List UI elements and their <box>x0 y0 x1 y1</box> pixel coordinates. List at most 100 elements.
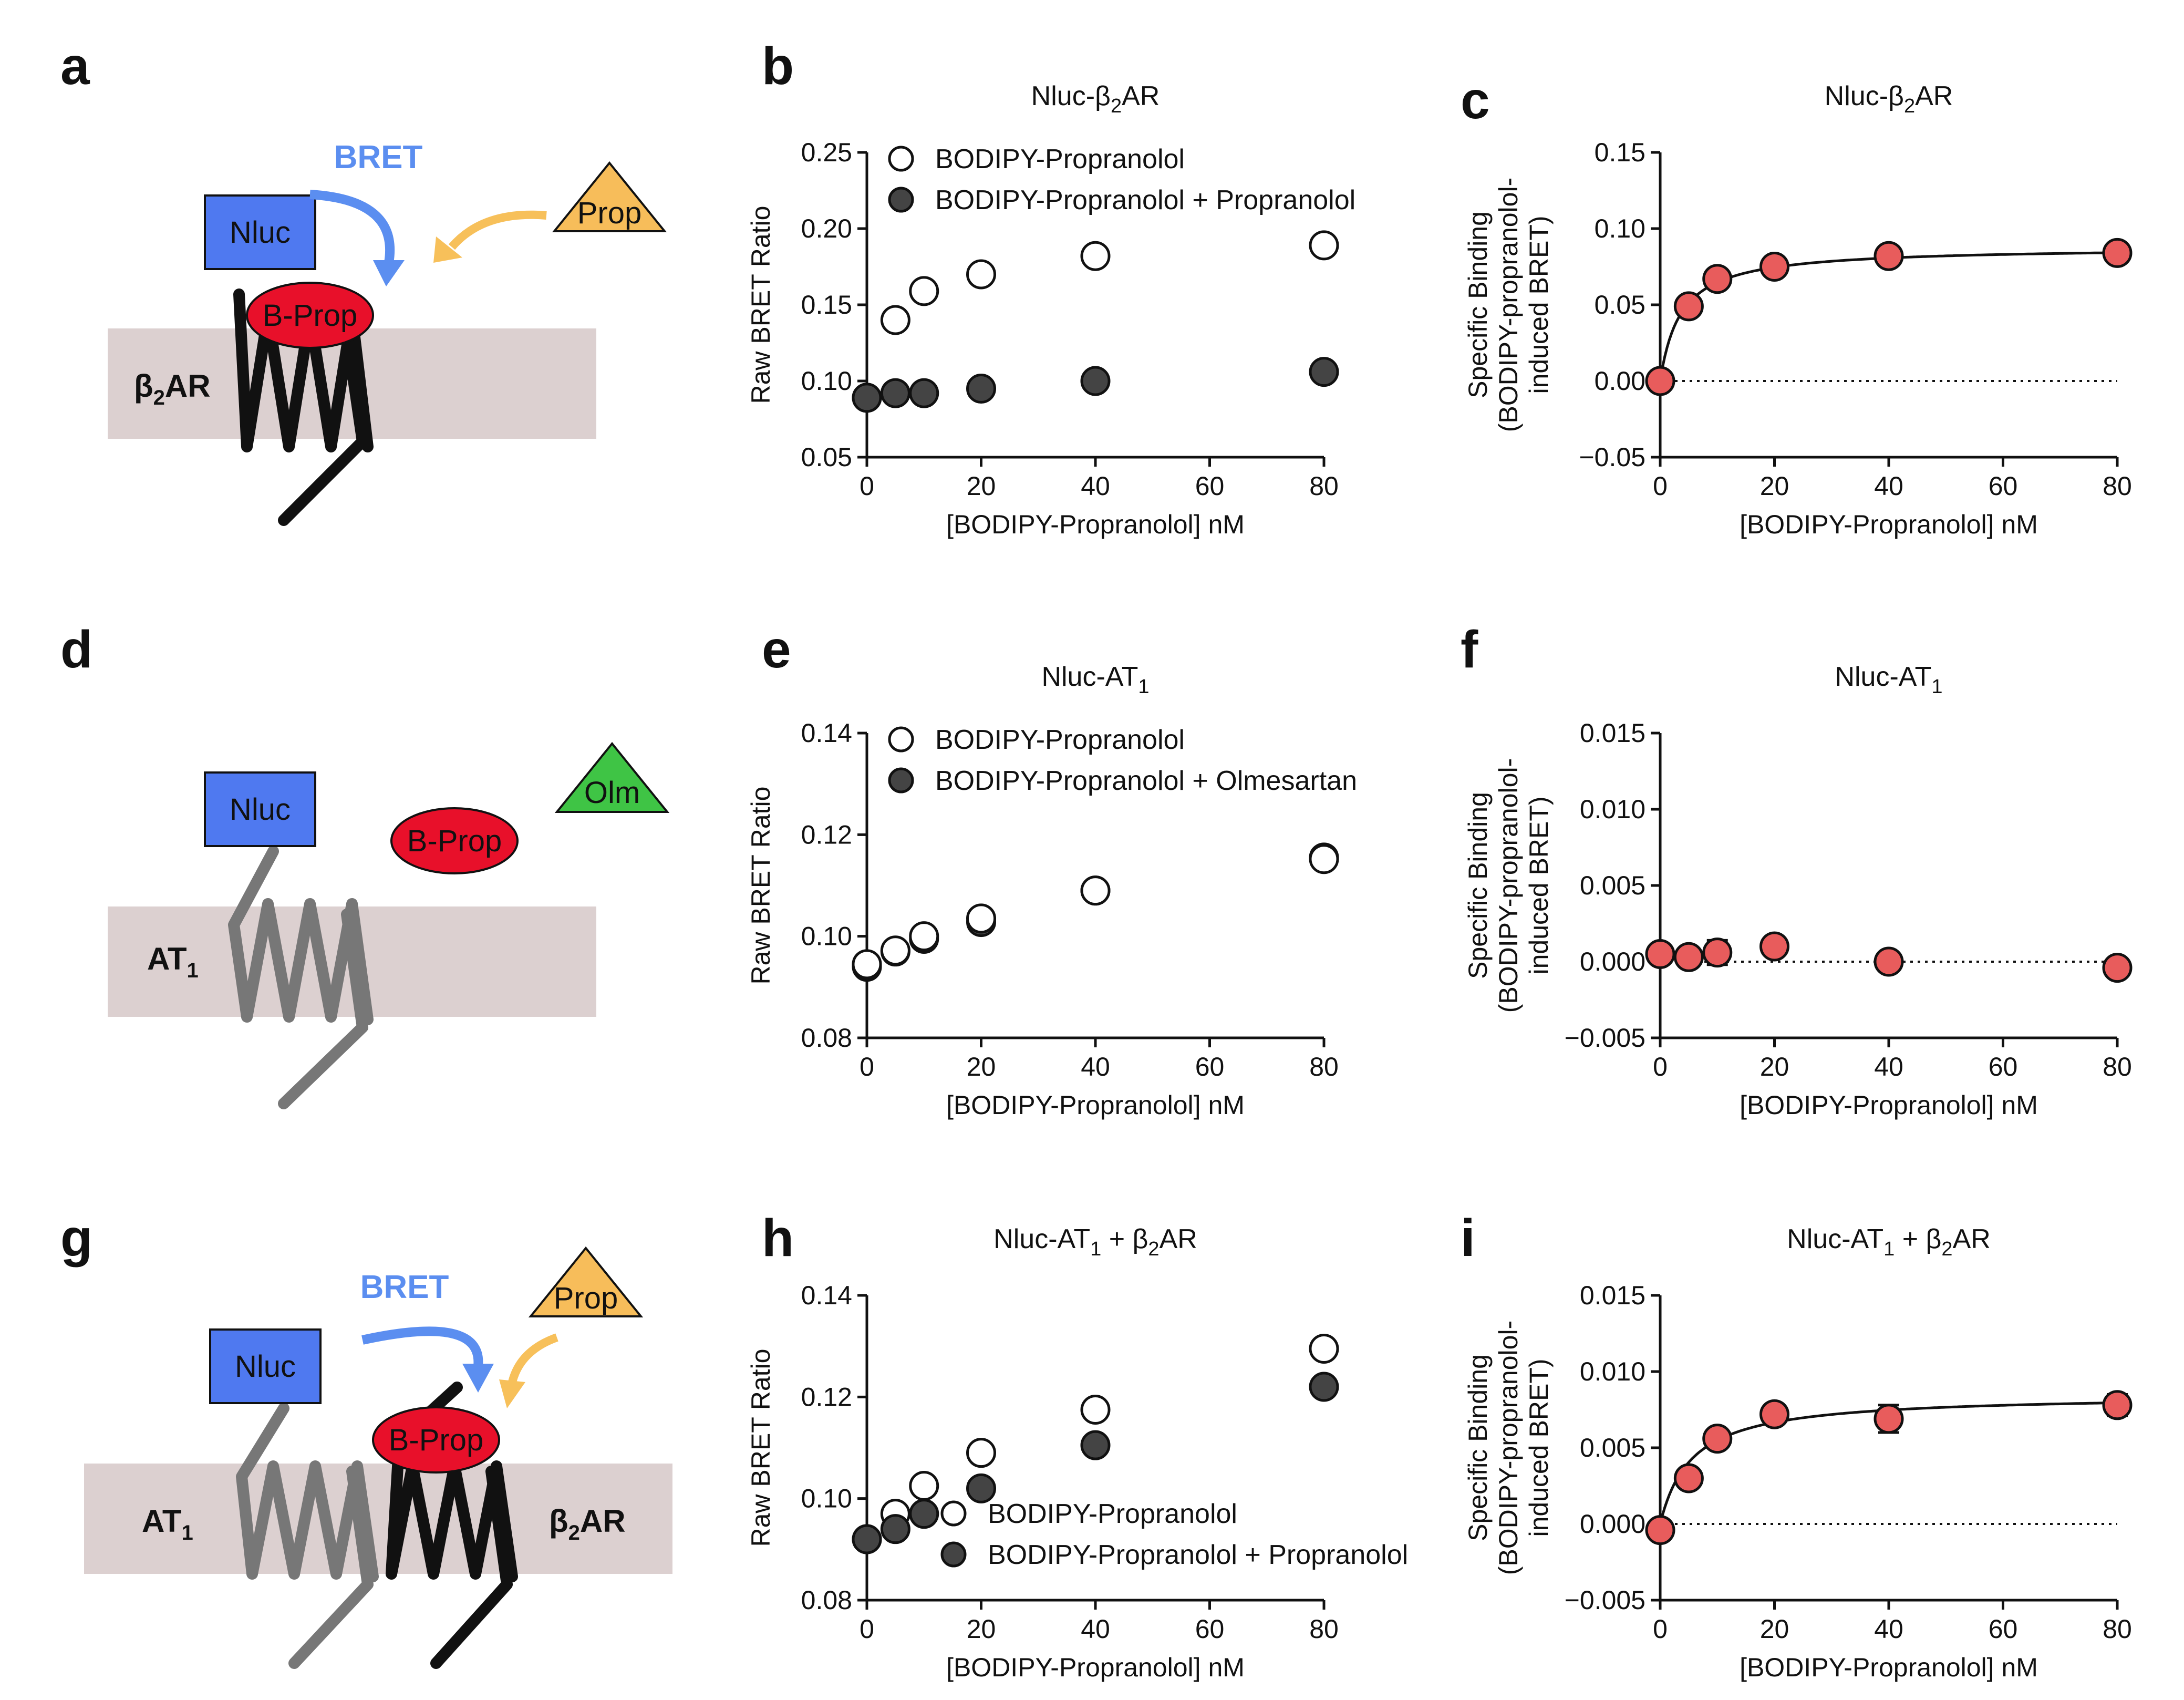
legend-marker <box>888 767 914 794</box>
y-axis-label-line: Specific Binding <box>1463 792 1493 979</box>
data-point <box>1309 357 1339 387</box>
ligand-ellipse <box>390 807 519 874</box>
data-point <box>852 1524 882 1554</box>
prop-arrowhead <box>433 236 462 263</box>
chart-c: Nluc-β2AR 0 20 40 60 80 −0.05 0.00 0.05 0.10 0.15 [… <box>1463 81 2133 539</box>
diagram-g: Nluc B-Prop Prop BRET AT1 β2AR <box>84 1246 672 1669</box>
legend-marker <box>888 726 914 753</box>
x-axis-label: [BODIPY-Propranolol] nM <box>946 1090 1245 1120</box>
y-tick-label: 0.015 <box>1580 718 1645 748</box>
legend-label: BODIPY-Propranolol <box>935 725 1185 755</box>
y-tick-label: 0.25 <box>801 138 852 167</box>
receptor-label: β2AR <box>134 368 211 409</box>
data-point <box>1874 1404 1904 1434</box>
y-axis-label-line: Specific Binding <box>1463 211 1493 398</box>
membrane <box>84 1464 672 1574</box>
data-point <box>1309 230 1339 261</box>
x-tick-label: 20 <box>967 1052 996 1081</box>
y-tick-label: 0.015 <box>1580 1281 1645 1310</box>
data-point <box>1702 1424 1733 1454</box>
y-axis-label-line: (BODIPY-propranolol- <box>1494 1321 1523 1575</box>
data-point <box>1080 1395 1111 1425</box>
data-point <box>1673 291 1704 322</box>
y-tick-label: 0.05 <box>801 442 852 472</box>
data-point <box>880 305 910 335</box>
receptor-helices <box>228 846 374 1109</box>
data-point <box>880 1514 910 1544</box>
x-tick-label: 20 <box>1760 1614 1789 1644</box>
x-tick-label: 60 <box>1989 471 2018 501</box>
data-point <box>1309 1334 1339 1364</box>
receptor2-helices <box>386 1382 518 1669</box>
nluc-box <box>209 1328 322 1404</box>
x-tick-label: 60 <box>1989 1614 2018 1644</box>
chart-title: Nluc-β2AR <box>1031 81 1160 117</box>
legend-marker <box>888 187 914 213</box>
y-tick-label: −0.005 <box>1565 1023 1645 1053</box>
y-tick-label: 0.005 <box>1580 1433 1645 1462</box>
x-tick-label: 60 <box>1195 1052 1225 1081</box>
chart-title-part: 2 <box>1148 1238 1159 1260</box>
chart-title-part: Nluc-β <box>1031 81 1111 111</box>
x-tick-label: 20 <box>967 1614 996 1644</box>
y-tick-label: 0.14 <box>801 1281 852 1310</box>
x-tick-label: 40 <box>1874 471 1903 501</box>
data-point <box>1309 844 1339 874</box>
prop-arrowhead <box>499 1379 525 1408</box>
prop-arrow <box>448 210 547 250</box>
receptor2-label: β2AR <box>549 1503 626 1544</box>
data-point <box>1645 1515 1675 1546</box>
ligand-ellipse <box>372 1406 500 1474</box>
chart-title-part: Nluc-AT <box>1041 662 1138 692</box>
x-tick-label: 80 <box>2103 471 2132 501</box>
y-tick-label: 0.000 <box>1580 1509 1645 1539</box>
prop-arrow <box>508 1333 558 1384</box>
chart-e: Nluc-AT1 0 20 40 60 80 0.08 0.10 0.12 0.14 [BODIPY… <box>746 662 1357 1120</box>
chart-title-part: 2 <box>1111 95 1122 117</box>
y-tick-label: 0.08 <box>801 1023 852 1053</box>
data-point <box>1874 946 1904 977</box>
chart-title-part: 2 <box>1941 1238 1952 1260</box>
y-tick-label: −0.05 <box>1579 442 1645 472</box>
x-tick-label: 60 <box>1989 1052 2018 1081</box>
x-tick-label: 20 <box>1760 471 1789 501</box>
legend-label: BODIPY-Propranolol + Olmesartan <box>935 766 1357 796</box>
y-axis-label-line: (BODIPY-propranolol- <box>1494 758 1523 1013</box>
y-tick-label: 0.05 <box>1595 290 1645 320</box>
data-point <box>1645 366 1675 396</box>
y-tick-label: 0.12 <box>801 820 852 849</box>
x-tick-label: 80 <box>2103 1614 2132 1644</box>
legend-label: BODIPY-Propranolol + Propranolol <box>988 1540 1408 1570</box>
data-point <box>1080 241 1111 271</box>
chart-title-part: + β <box>1101 1224 1148 1254</box>
x-tick-label: 0 <box>860 1052 874 1081</box>
x-tick-label: 20 <box>967 471 996 501</box>
y-tick-label: 0.14 <box>801 718 852 748</box>
y-tick-label: 0.010 <box>1580 795 1645 824</box>
y-axis-label-line: induced BRET) <box>1524 1358 1554 1537</box>
nluc-label: Nluc <box>230 215 291 250</box>
x-tick-label: 80 <box>1309 471 1339 501</box>
x-tick-label: 0 <box>1653 1052 1668 1081</box>
chart-title-part: AR <box>1122 81 1160 111</box>
y-tick-label: 0.10 <box>801 366 852 396</box>
y-tick-label: 0.010 <box>1580 1357 1645 1386</box>
bret-arrow <box>361 1326 483 1367</box>
data-point <box>1080 366 1111 396</box>
data-point <box>1673 1463 1704 1493</box>
y-tick-label: −0.005 <box>1565 1585 1645 1615</box>
chart-title-part: Nluc-β <box>1825 81 1904 111</box>
data-point <box>852 383 882 413</box>
x-tick-label: 0 <box>1653 471 1668 501</box>
panel-label-g: g <box>60 1209 92 1268</box>
chart-i: Nluc-AT1 + β2AR 0 20 40 60 80 −0.005 0.000 0.005… <box>1463 1224 2133 1682</box>
data-point <box>1759 1399 1789 1429</box>
data-point <box>1702 264 1733 294</box>
x-axis-label: [BODIPY-Propranolol] nM <box>1740 1090 2038 1120</box>
legend-marker <box>888 146 914 172</box>
x-tick-label: 80 <box>1309 1052 1339 1081</box>
y-tick-label: 0.15 <box>801 290 852 320</box>
data-point <box>966 1438 996 1468</box>
data-point <box>909 378 939 408</box>
